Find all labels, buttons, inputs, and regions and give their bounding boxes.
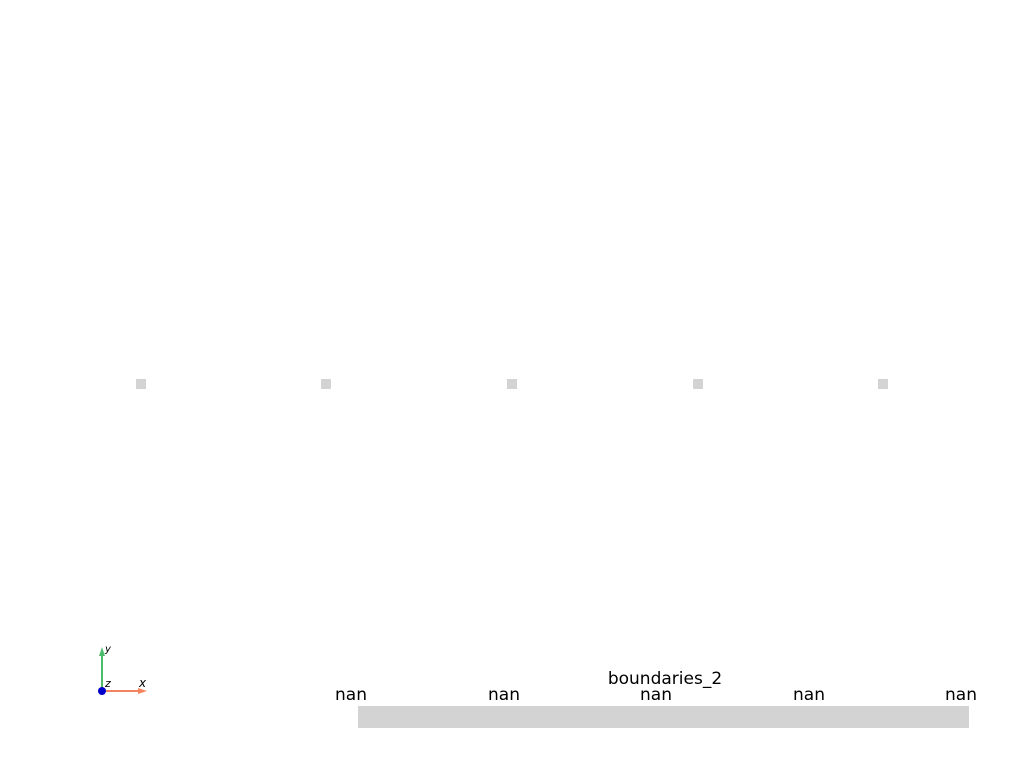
mesh-point — [136, 379, 146, 389]
scalar-bar-tick-label: nan — [945, 685, 977, 705]
scalar-bar-title: boundaries_2 — [607, 669, 723, 689]
z-axis-label: z — [104, 677, 111, 690]
y-axis-label: y — [104, 644, 112, 655]
orientation-axes-widget: y x z — [98, 644, 147, 695]
mesh-point — [321, 379, 331, 389]
x-axis-arrowhead — [138, 688, 147, 694]
scalar-bar-tick-label: nan — [335, 685, 367, 705]
z-axis-dot — [98, 687, 106, 695]
scalar-bar-tick-label: nan — [488, 685, 520, 705]
mesh-point — [693, 379, 703, 389]
mesh-point — [507, 379, 517, 389]
mesh-point — [878, 379, 888, 389]
y-axis-arrowhead — [99, 647, 105, 656]
scalar-bar-tick-label: nan — [640, 685, 672, 705]
x-axis-label: x — [138, 676, 147, 690]
scalar-bar-colorbar — [358, 706, 969, 728]
scalar-bar-tick-label: nan — [793, 685, 825, 705]
